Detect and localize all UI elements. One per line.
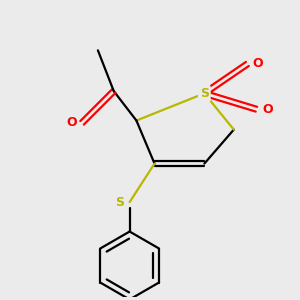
Text: O: O: [262, 103, 273, 116]
Text: O: O: [67, 116, 77, 129]
Text: S: S: [200, 87, 209, 100]
Text: O: O: [252, 57, 263, 70]
Text: S: S: [115, 196, 124, 208]
